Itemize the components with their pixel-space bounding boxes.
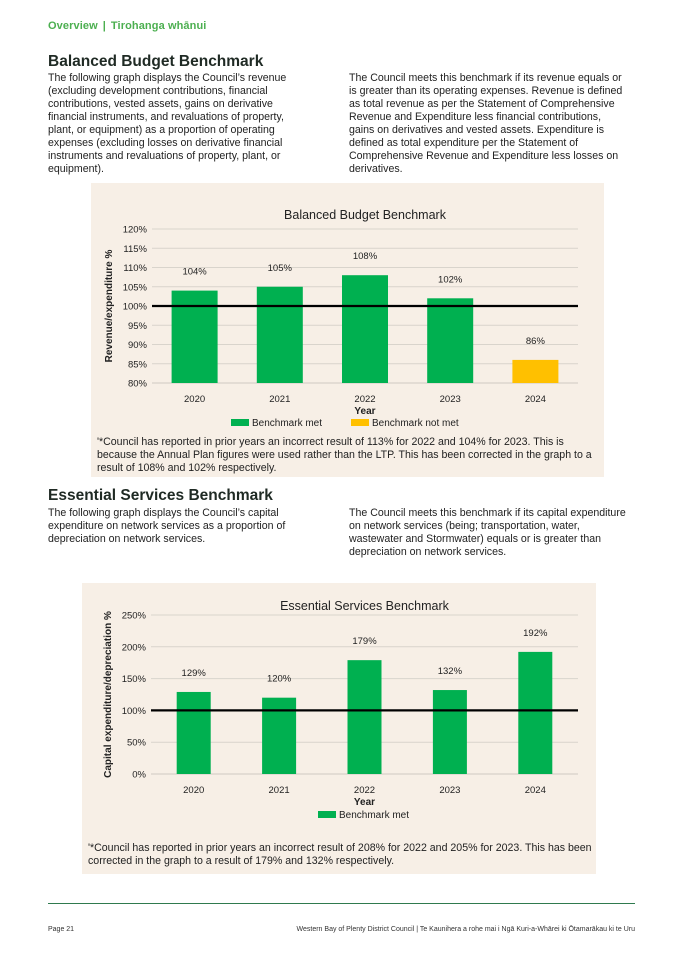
bar-2020 — [171, 290, 218, 383]
legend-swatch — [351, 419, 369, 426]
y-axis-label: Capital expenditure/depreciation % — [103, 611, 114, 778]
header-section: Overview — [48, 20, 98, 32]
x-tick-label: 2020 — [184, 394, 205, 405]
data-label: 102% — [438, 274, 463, 285]
page-header: Overview | Tirohanga whānui — [48, 20, 206, 32]
x-tick-label: 2023 — [440, 394, 461, 405]
legend-label: Benchmark met — [252, 418, 322, 429]
x-tick-label: 2021 — [269, 394, 290, 405]
y-tick-label: 105% — [123, 282, 148, 293]
bar-2023 — [432, 690, 467, 774]
y-tick-label: 100% — [123, 302, 148, 313]
chart-title: Essential Services Benchmark — [280, 599, 450, 613]
essential-chart-panel: Essential Services Benchmark 0% 50% 100% 150… — [82, 583, 596, 874]
bar-2021 — [262, 697, 297, 774]
balanced-chart-panel: Balanced Budget Benchmark 80% 85% 90% 95% 100… — [91, 183, 604, 477]
y-tick-label: 250% — [122, 611, 147, 622]
x-axis-label: Year — [354, 797, 375, 808]
data-label: 132% — [438, 666, 463, 677]
y-tick-label: 90% — [128, 340, 148, 351]
y-tick-label: 200% — [122, 642, 147, 653]
data-label: 179% — [352, 636, 377, 647]
data-label: 108% — [353, 251, 378, 262]
bar-2024 — [518, 651, 553, 774]
balanced-intro-left: The following graph displays the Council… — [48, 72, 287, 175]
footer-page-number: Page 21 — [48, 926, 75, 933]
header-separator: | — [102, 20, 106, 32]
x-tick-label: 2024 — [525, 785, 546, 796]
y-tick-label: 150% — [122, 674, 147, 685]
data-label: 86% — [526, 336, 546, 347]
bar-2021 — [256, 286, 303, 383]
x-tick-label: 2020 — [183, 785, 204, 796]
bar-2022 — [342, 275, 388, 383]
balanced-section-title: Balanced Budget Benchmark — [48, 53, 264, 70]
bar-2022 — [347, 660, 382, 774]
essential-chart-note: '*Council has reported in prior years an… — [88, 842, 592, 867]
essential-intro-right: The Council meets this benchmark if its … — [349, 507, 626, 558]
data-label: 129% — [182, 668, 207, 679]
footer-council-name: Western Bay of Plenty District Council |… — [296, 926, 635, 933]
header-section-maori: Tirohanga whānui — [110, 20, 207, 32]
chart-title: Balanced Budget Benchmark — [284, 208, 447, 222]
data-label: 105% — [268, 263, 293, 274]
legend-swatch — [231, 419, 249, 426]
essential-section-title: Essential Services Benchmark — [48, 487, 273, 504]
x-tick-label: 2024 — [525, 394, 546, 405]
footer-divider — [48, 903, 635, 904]
y-axis-label: Revenue/expenditure % — [104, 249, 115, 362]
legend-label: Benchmark not met — [372, 418, 459, 429]
x-tick-label: 2023 — [439, 785, 460, 796]
x-tick-label: 2022 — [354, 785, 375, 796]
y-tick-label: 110% — [123, 263, 147, 274]
balanced-chart-note: '*Council has reported in prior years an… — [97, 436, 592, 474]
y-tick-label: 0% — [132, 770, 146, 781]
x-axis-label: Year — [354, 406, 375, 417]
bar-2023 — [427, 298, 474, 383]
y-tick-label: 85% — [128, 359, 148, 370]
bar-2024 — [512, 359, 559, 383]
y-tick-label: 100% — [122, 706, 147, 717]
legend-swatch — [318, 811, 336, 818]
y-tick-label: 95% — [128, 321, 148, 332]
balanced-budget-chart: Balanced Budget Benchmark 80% 85% 90% 95% 100… — [104, 208, 578, 429]
data-label: 104% — [182, 267, 207, 278]
y-tick-label: 120% — [123, 225, 148, 236]
legend-label: Benchmark met — [339, 810, 409, 821]
y-tick-label: 50% — [127, 738, 147, 749]
y-tick-label: 115% — [123, 244, 147, 255]
x-tick-label: 2021 — [269, 785, 290, 796]
bar-2020 — [176, 691, 211, 774]
y-tick-label: 80% — [128, 379, 148, 390]
essential-intro-left: The following graph displays the Council… — [48, 507, 286, 545]
balanced-intro-right: The Council meets this benchmark if its … — [349, 72, 623, 175]
x-tick-label: 2022 — [354, 394, 375, 405]
data-label: 120% — [267, 674, 292, 685]
data-label: 192% — [523, 628, 548, 639]
essential-services-chart: Essential Services Benchmark 0% 50% 100% 150… — [103, 599, 578, 821]
